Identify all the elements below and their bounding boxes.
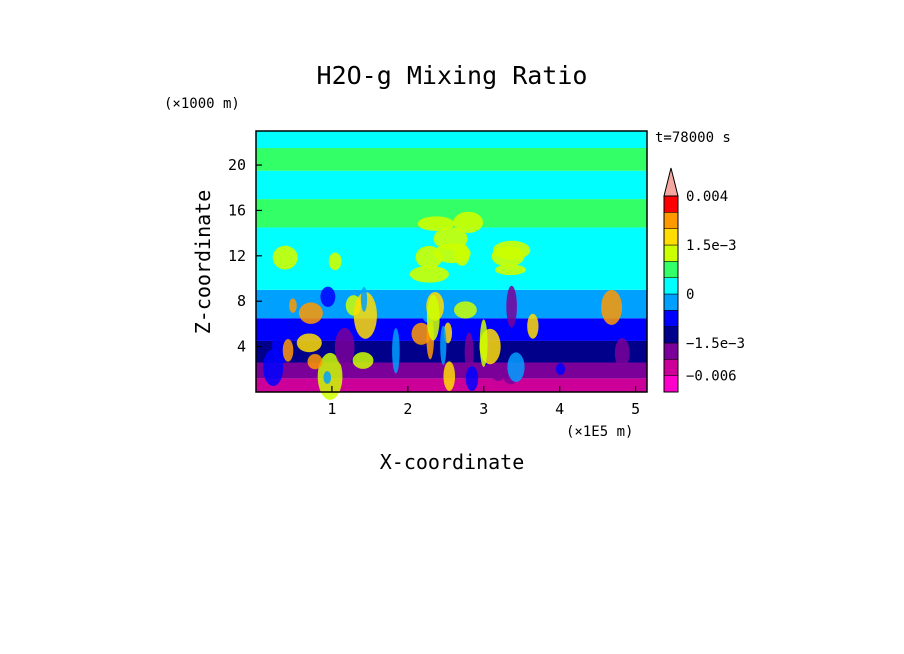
plume-structures [263,211,630,400]
field-band [256,131,647,149]
plume [464,332,474,373]
time-label: t=78000 s [655,130,731,146]
cloud-patch [417,216,455,231]
colorbar-segment [663,310,679,327]
plume [334,327,355,367]
plume [507,352,525,382]
chart-title: H2O-g Mixing Ratio [317,61,588,90]
plume [320,286,336,307]
plume [527,313,539,339]
cloud-patch [491,246,525,267]
y-tick-label: 8 [237,292,246,310]
colorbar-segment [663,261,679,278]
colorbar: 0.004 1.5e−3 0 −1.5e−3 −0.006 [663,167,745,393]
x-tick-label: 2 [403,400,412,418]
x-scale-note: (×1E5 m) [566,424,633,440]
x-tick-label: 3 [479,400,488,418]
colorbar-segment [663,359,679,376]
plume [263,348,284,387]
plume [298,302,323,324]
plume [506,285,517,328]
colorbar-label: −0.006 [686,369,737,385]
plume [614,338,630,368]
colorbar-label: −1.5e−3 [686,336,745,352]
colorbar-label: 0 [686,287,694,303]
plume [555,363,566,376]
y-tick-label: 12 [228,247,246,265]
cloud-patch [409,265,449,283]
colorbar-segment [663,375,679,393]
x-axis-label: X-coordinate [380,450,525,474]
colorbar-arrow [663,167,679,197]
colorbar-segment [663,244,679,262]
colorbar-segment [663,195,679,213]
colorbar-segment [663,212,679,229]
cloud-patch [453,211,484,233]
plume [465,366,479,392]
plume [307,353,323,370]
field-band [256,170,647,200]
colorbar-segment [663,277,679,295]
plume [479,319,488,367]
y-tick-label: 4 [237,338,246,356]
colorbar-label: 0.004 [686,189,728,205]
plume [296,333,322,353]
plume [453,301,477,319]
colorbar-label: 1.5e−3 [686,238,737,254]
plume [323,371,332,384]
x-axis: 1 2 3 4 5 [327,386,640,418]
plume [392,328,400,374]
y-axis-label: Z-coordinate [191,190,215,335]
field-band [256,148,647,171]
y-scale-note: (×1000 m) [164,96,240,112]
plume [352,352,374,369]
plume [426,295,440,341]
colorbar-segment [663,228,679,246]
colorbar-frame [663,195,679,393]
x-tick-label: 1 [327,400,336,418]
plume [411,322,431,345]
plume [490,365,506,382]
plot-area [255,130,648,400]
y-tick-label: 20 [228,156,246,174]
x-tick-label: 4 [555,400,564,418]
plume [443,361,456,392]
plume [353,291,377,339]
y-tick-label: 16 [228,201,246,219]
colorbar-segment [663,293,679,311]
colorbar-segment [663,342,679,360]
colorbar-segment [663,326,679,344]
plume [289,298,297,313]
y-axis: 4 8 12 16 20 [228,156,262,356]
plume [282,339,294,362]
x-tick-label: 5 [631,400,640,418]
cloud-patch [433,243,471,264]
plume [601,289,623,325]
plot-frame [255,130,648,393]
cloud-patch [494,264,526,276]
cloud-patch [328,252,342,271]
cloud-patch [272,245,298,270]
plume [440,325,447,365]
plume [360,286,368,312]
